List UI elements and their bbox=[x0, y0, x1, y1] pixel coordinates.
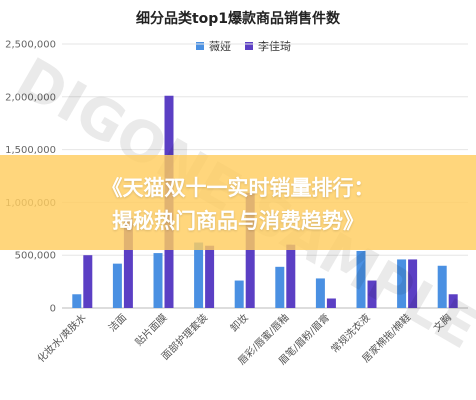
bar-series-0 bbox=[397, 259, 407, 308]
y-tick-label: 500,000 bbox=[15, 251, 56, 262]
headline-line-1: 《天猫双十一实时销量排行： bbox=[101, 176, 375, 200]
bar-series-1 bbox=[245, 192, 255, 308]
bar-series-1 bbox=[408, 259, 418, 308]
bar-series-0 bbox=[275, 266, 285, 308]
headline-banner bbox=[0, 155, 476, 250]
bar-series-0 bbox=[356, 250, 366, 308]
bar-series-1 bbox=[83, 255, 93, 308]
x-tick-label: 贴片面膜 bbox=[132, 311, 169, 348]
legend-item-series-0: 薇娅 bbox=[196, 38, 231, 54]
legend-item-series-1: 李佳琦 bbox=[245, 38, 291, 54]
bar-series-1 bbox=[367, 280, 377, 308]
y-tick-label: 2,000,000 bbox=[5, 92, 56, 103]
x-tick-label: 文胸 bbox=[430, 311, 453, 334]
bar-series-0 bbox=[112, 263, 122, 308]
bar-series-0 bbox=[72, 294, 82, 308]
x-tick-label: 卸妆 bbox=[227, 311, 250, 334]
bar-series-1 bbox=[448, 294, 458, 308]
chart-legend: 薇娅 李佳琦 bbox=[196, 38, 291, 54]
chart-title: 细分品类top1爆款商品销售件数 bbox=[135, 11, 341, 27]
y-tick-label: 0 bbox=[50, 304, 56, 315]
y-tick-label: 1,500,000 bbox=[5, 145, 56, 156]
bar-series-1 bbox=[286, 244, 296, 308]
y-tick-label: 2,500,000 bbox=[5, 40, 56, 51]
x-tick-label: 洁面 bbox=[106, 311, 129, 334]
bar-series-0 bbox=[194, 242, 204, 308]
legend-swatch-series-0 bbox=[196, 42, 204, 50]
bar-series-0 bbox=[315, 278, 325, 308]
bar-series-1 bbox=[205, 245, 215, 308]
bar-series-0 bbox=[153, 253, 163, 308]
legend-label-series-1: 李佳琦 bbox=[258, 40, 291, 53]
bar-series-1 bbox=[123, 218, 133, 308]
bar-series-0 bbox=[437, 265, 447, 308]
legend-label-series-0: 薇娅 bbox=[209, 40, 231, 53]
headline-line-2: 揭秘热门商品与消费趋势》 bbox=[112, 209, 364, 233]
x-tick-label: 化妆水/爽肤水 bbox=[34, 311, 88, 365]
bar-series-0 bbox=[234, 280, 244, 308]
legend-swatch-series-1 bbox=[245, 42, 253, 50]
x-tick-label: 常规洗衣液 bbox=[328, 311, 373, 356]
bar-series-1 bbox=[326, 298, 336, 308]
